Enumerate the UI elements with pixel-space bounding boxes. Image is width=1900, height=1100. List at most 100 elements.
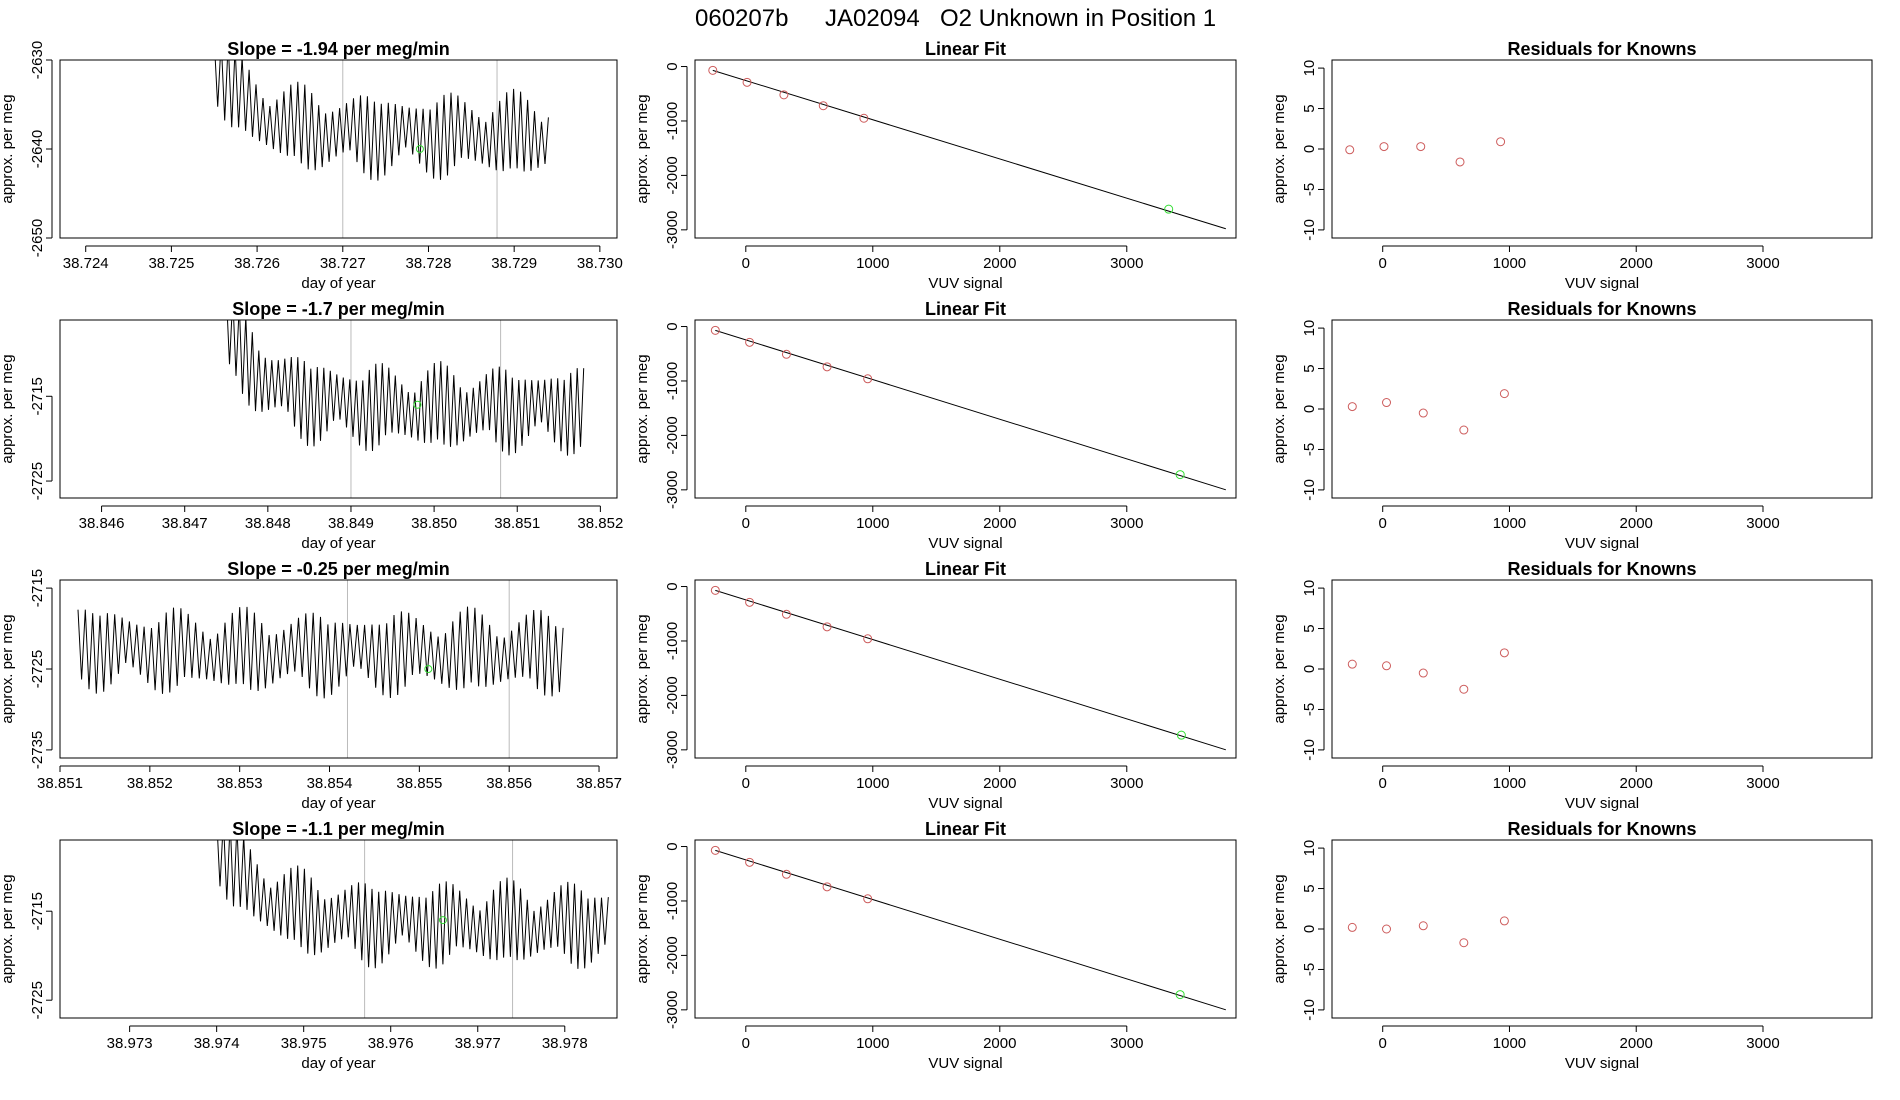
residual-point: [1418, 921, 1428, 931]
panel-r1-c2: Linear Fit 0 1000 2000 3000 VUV signal 0 -1000 -…: [634, 39, 1237, 292]
y-tick-label: 5: [1301, 884, 1318, 892]
y-tick-label: -3000: [664, 471, 681, 509]
plot-frame: [59, 839, 618, 1019]
y-axis-label: approx. per meg: [1271, 874, 1288, 983]
residual-point: [1347, 402, 1357, 412]
y-tick-label: -2000: [664, 676, 681, 714]
x-tick-label: 3000: [1746, 775, 1779, 792]
known-point: [710, 845, 720, 855]
y-tick-label: -10: [1301, 479, 1318, 501]
panel-title: Residuals for Knowns: [1507, 559, 1696, 579]
x-tick-label: 38.854: [307, 775, 353, 792]
x-tick-label: 38.850: [411, 515, 457, 532]
x-tick-label: 1000: [856, 775, 889, 792]
panel-r3-c3: Residuals for Knowns 0 1000 2000 3000 VUV sig…: [1271, 559, 1873, 812]
x-axis-label: VUV signal: [928, 1055, 1002, 1072]
known-point: [863, 894, 873, 904]
panel-r2-c2: Linear Fit 0 1000 2000 3000 VUV signal 0 -1000 -…: [634, 299, 1237, 552]
y-tick-label: 10: [1301, 320, 1318, 337]
x-tick-label: 38.975: [281, 1035, 327, 1052]
y-tick-label: 5: [1301, 364, 1318, 372]
x-tick-label: 3000: [1110, 255, 1143, 272]
y-axis-label: approx. per meg: [0, 614, 16, 723]
residual-point: [1459, 684, 1469, 694]
plot-area: [710, 845, 1226, 1011]
x-tick-label: 2000: [983, 515, 1016, 532]
residual-point: [1499, 389, 1509, 399]
x-axis-label: VUV signal: [928, 795, 1002, 812]
x-tick-label: 1000: [856, 1035, 889, 1052]
x-tick-label: 38.852: [127, 775, 173, 792]
known-point: [779, 90, 789, 100]
y-tick-label: 5: [1301, 624, 1318, 632]
x-tick-label: 2000: [1620, 255, 1653, 272]
panel-r2-c1: Slope = -1.7 per meg/min 38.846 38.847 38.8…: [0, 299, 623, 552]
y-tick-label: 0: [664, 322, 681, 330]
y-tick-label: 0: [1301, 145, 1318, 153]
x-axis-label: day of year: [301, 1055, 375, 1072]
x-axis-label: VUV signal: [1565, 275, 1639, 292]
plot-frame: [1331, 59, 1873, 239]
x-tick-label: 0: [742, 515, 750, 532]
y-tick-label: -2715: [29, 377, 46, 415]
plot-frame: [59, 319, 618, 499]
plot-frame: [59, 579, 618, 759]
panel-grid: Slope = -1.94 per meg/min 38.724 38.725 38.…: [0, 39, 1873, 1072]
x-tick-label: 0: [742, 255, 750, 272]
x-tick-label: 3000: [1746, 1035, 1779, 1052]
residual-point: [1455, 157, 1465, 167]
known-point: [822, 362, 832, 372]
signal-trace: [77, 606, 564, 699]
y-tick-label: -5: [1301, 963, 1318, 976]
panel-r3-c2: Linear Fit 0 1000 2000 3000 VUV signal 0 -1000 -…: [634, 559, 1237, 812]
unknown-point: [438, 916, 447, 925]
panel-r3-c1: Slope = -0.25 per meg/min 38.851 38.852 38.…: [0, 559, 622, 812]
y-axis-label: approx. per meg: [0, 354, 16, 463]
x-tick-label: 1000: [856, 255, 889, 272]
x-tick-label: 38.976: [368, 1035, 414, 1052]
signal-trace: [227, 320, 585, 456]
panel-title: Linear Fit: [925, 819, 1006, 839]
panel-title: Slope = -1.94 per meg/min: [227, 39, 450, 59]
y-tick-label: -2000: [664, 936, 681, 974]
y-tick-label: 0: [1301, 405, 1318, 413]
x-tick-label: 38.973: [107, 1035, 153, 1052]
x-tick-label: 1000: [1493, 255, 1526, 272]
residual-point: [1459, 938, 1469, 948]
unknown-point: [413, 400, 422, 409]
unknown-point: [424, 665, 433, 673]
residual-point: [1459, 425, 1469, 435]
known-point: [859, 113, 869, 123]
fit-line: [715, 589, 1226, 751]
known-point: [818, 101, 828, 111]
known-point: [781, 869, 791, 879]
y-tick-label: 10: [1301, 580, 1318, 597]
x-tick-label: 2000: [983, 1035, 1016, 1052]
plot-area: [227, 320, 585, 498]
unknown-point: [1175, 990, 1185, 1000]
signal-trace: [217, 840, 609, 969]
y-tick-label: -1000: [664, 622, 681, 660]
known-point: [708, 65, 718, 75]
residual-point: [1345, 145, 1355, 155]
residual-point: [1347, 922, 1357, 932]
x-tick-label: 1000: [1493, 1035, 1526, 1052]
y-tick-label: 10: [1301, 840, 1318, 857]
x-tick-label: 38.851: [494, 515, 540, 532]
unknown-point: [1176, 730, 1186, 740]
y-tick-label: 5: [1301, 104, 1318, 112]
x-tick-label: 38.977: [455, 1035, 501, 1052]
plot-frame: [694, 839, 1237, 1019]
y-tick-label: -5: [1301, 443, 1318, 456]
panel-r4-c3: Residuals for Knowns 0 1000 2000 3000 VUV sig…: [1271, 819, 1873, 1072]
residual-point: [1418, 668, 1428, 678]
x-tick-label: 38.856: [486, 775, 532, 792]
y-axis-label: approx. per meg: [634, 94, 651, 203]
x-tick-label: 0: [742, 1035, 750, 1052]
panel-title: Slope = -1.7 per meg/min: [232, 299, 445, 319]
y-tick-label: -2000: [664, 416, 681, 454]
panel-title: Linear Fit: [925, 299, 1006, 319]
panel-title: Linear Fit: [925, 559, 1006, 579]
known-point: [822, 622, 832, 632]
